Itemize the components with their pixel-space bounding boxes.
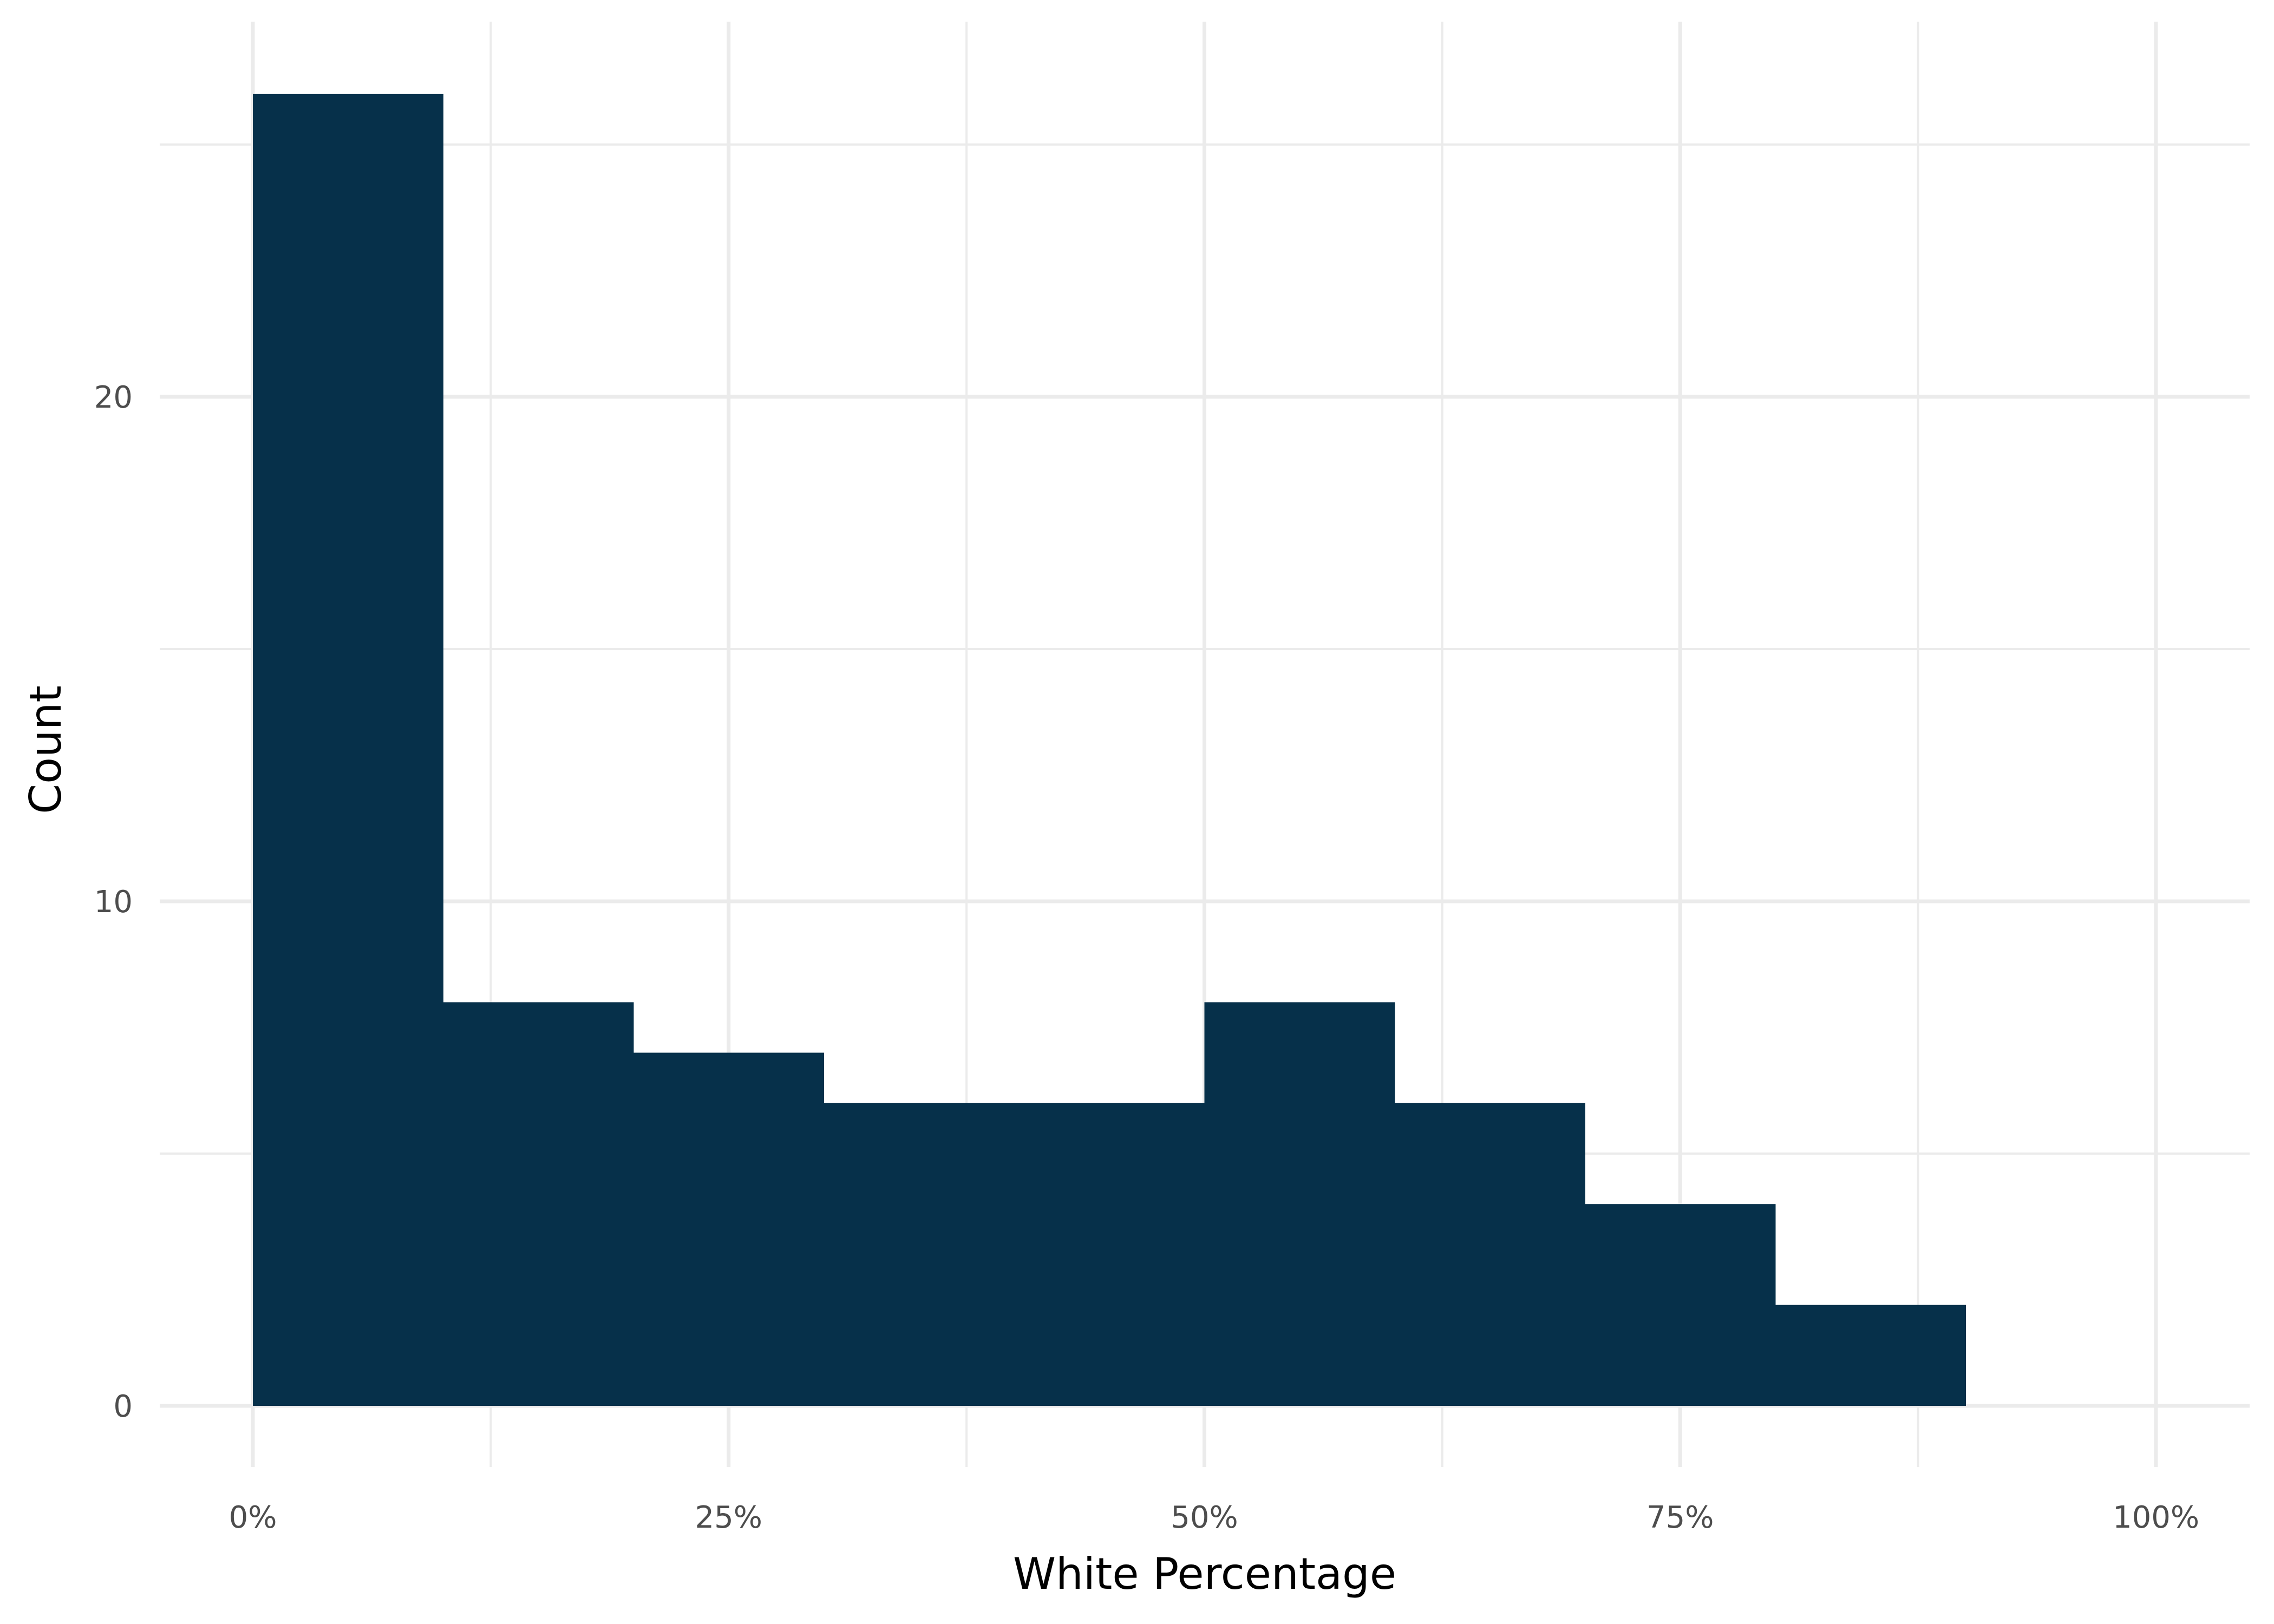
x-axis-ticks: 0% 25% 50% 75% 100% bbox=[229, 1500, 2199, 1535]
histogram-bar bbox=[1395, 1103, 1585, 1406]
histogram-bar bbox=[1585, 1204, 1776, 1406]
histogram-bar bbox=[633, 1052, 824, 1406]
x-tick-label: 50% bbox=[1171, 1500, 1238, 1535]
histogram-bar bbox=[1204, 1002, 1395, 1406]
x-tick-label: 25% bbox=[695, 1500, 762, 1535]
x-tick-label: 75% bbox=[1646, 1500, 1714, 1535]
histogram-bar bbox=[1775, 1305, 1966, 1406]
y-axis-ticks: 0 10 20 bbox=[94, 380, 133, 1424]
x-tick-label: 0% bbox=[229, 1500, 277, 1535]
histogram-bar bbox=[824, 1103, 1015, 1406]
histogram-bar bbox=[443, 1002, 634, 1406]
y-axis-title: Count bbox=[21, 685, 71, 814]
y-tick-label: 0 bbox=[113, 1389, 133, 1424]
histogram-bar bbox=[253, 94, 443, 1406]
y-tick-label: 20 bbox=[94, 380, 133, 415]
x-axis-title: White Percentage bbox=[1013, 1549, 1396, 1599]
histogram-bars bbox=[253, 94, 1966, 1406]
histogram-bar bbox=[1014, 1103, 1205, 1406]
y-tick-label: 10 bbox=[94, 885, 133, 920]
x-tick-label: 100% bbox=[2113, 1500, 2199, 1535]
